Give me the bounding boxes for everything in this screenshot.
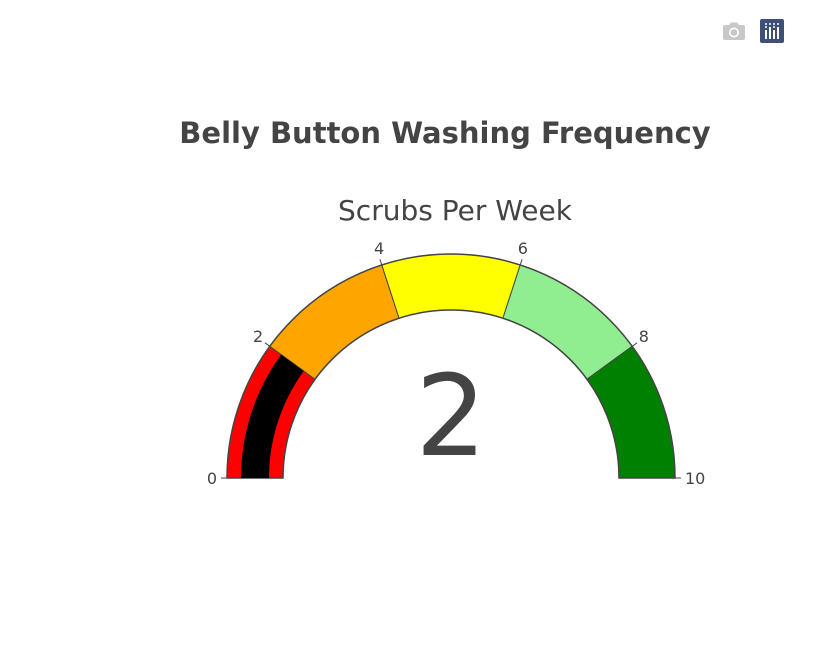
gauge-tick-2 xyxy=(264,342,271,347)
modebar xyxy=(721,18,785,44)
gauge-tick-8 xyxy=(631,342,638,347)
gauge-tick-label-2: 2 xyxy=(253,327,263,346)
camera-icon xyxy=(723,22,745,40)
gauge-tick-label-6: 6 xyxy=(518,239,528,258)
gauge-tick-label-4: 4 xyxy=(374,239,384,258)
gauge-subtitle: Scrubs Per Week xyxy=(338,194,573,227)
chart-title: Belly Button Washing Frequency xyxy=(179,116,710,150)
gauge-value-bar xyxy=(241,354,304,478)
gauge-value: 2 xyxy=(415,352,486,482)
gauge-tick-label-8: 8 xyxy=(639,327,649,346)
download-plot-button[interactable] xyxy=(721,18,747,44)
plotly-logo-icon xyxy=(760,19,784,43)
gauge-tick-label-0: 0 xyxy=(207,469,217,488)
gauge-tick-4 xyxy=(379,259,383,266)
gauge-border xyxy=(226,253,676,479)
gauge-tick-label-10: 10 xyxy=(685,469,705,488)
plotly-logo-button[interactable] xyxy=(759,18,785,44)
gauge-step-2 xyxy=(381,253,521,319)
gauge-tick-6 xyxy=(519,259,523,266)
gauge-ticks: 0 2 4 6 8 10 xyxy=(207,239,706,488)
gauge-bar-group xyxy=(241,354,304,478)
